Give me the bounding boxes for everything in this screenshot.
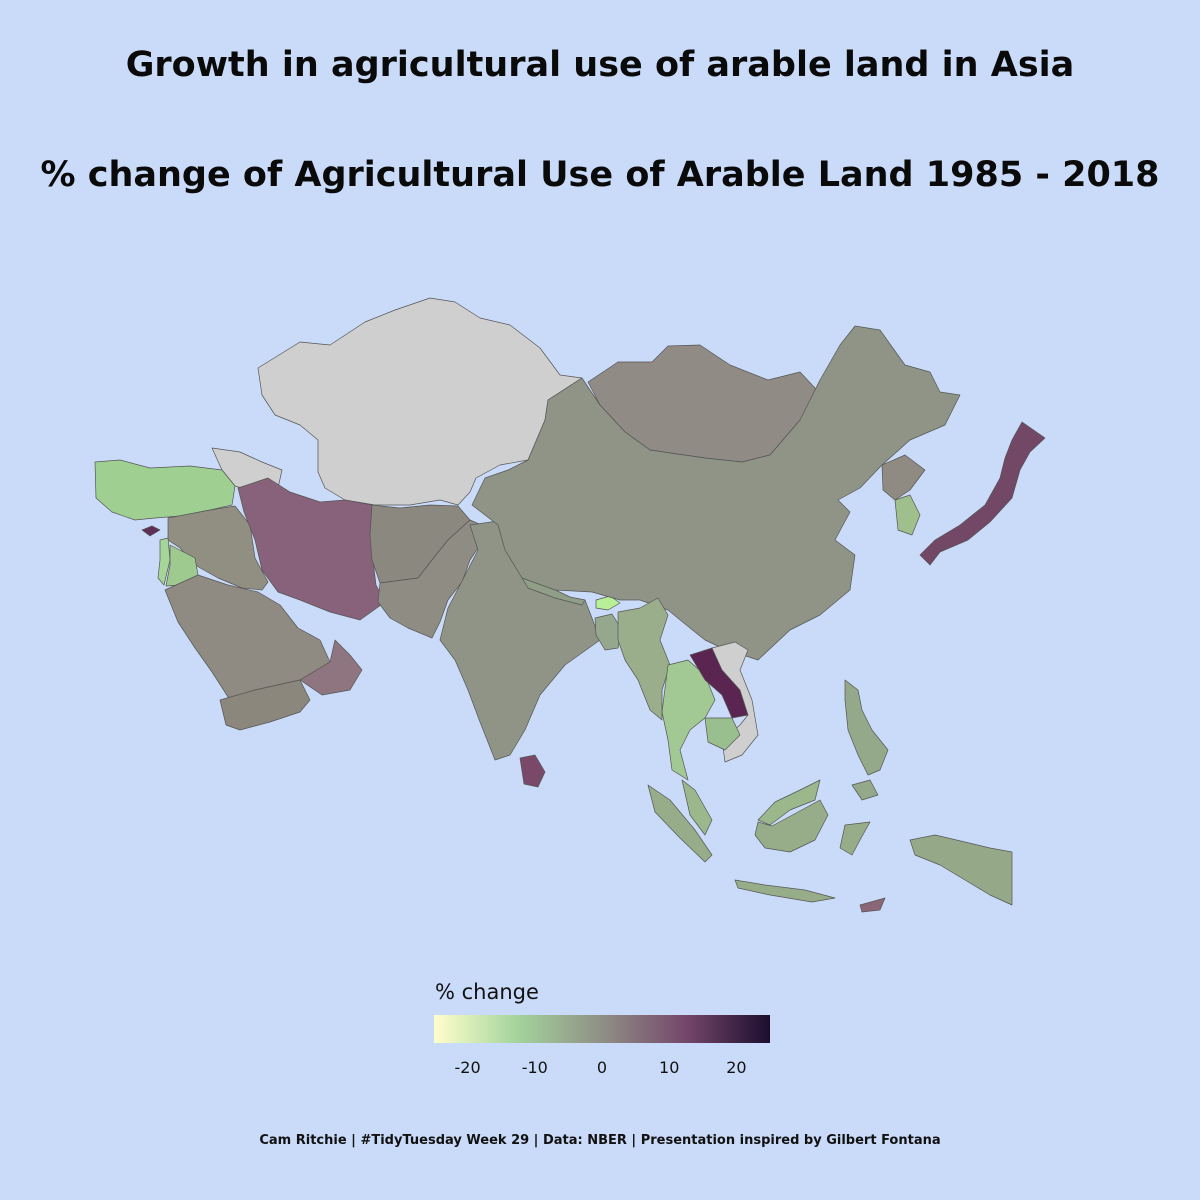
- region-indonesia: Indonesia: [647, 784, 871, 903]
- region-papua: Papua: [909, 834, 1013, 906]
- region-timor-leste: Timor-Leste: [859, 897, 886, 913]
- region-pakistan: Pakistan: [377, 519, 489, 639]
- legend-tick-label: 0: [596, 1058, 608, 1077]
- region-sri-lanka: Sri Lanka: [519, 754, 546, 788]
- region-myanmar: Myanmar: [617, 597, 671, 721]
- region-south-korea: South Korea: [894, 494, 921, 536]
- region-turkey: Turkey: [94, 459, 236, 521]
- region-kazakhstan-central-asia: Kazakhstan & Central Asia: [257, 297, 583, 506]
- region-oman: Oman: [299, 639, 363, 696]
- region-japan: Japan: [919, 421, 1046, 566]
- region-philippines: Philippines: [844, 679, 889, 801]
- region-malaysia: Malaysia: [681, 779, 821, 836]
- region-bangladesh: Bangladesh: [594, 613, 623, 651]
- chart-subtitle: % change of Agricultural Use of Arable L…: [40, 155, 1160, 195]
- region-israel-lebanon: Israel / Lebanon: [157, 537, 171, 586]
- region-syria-iraq: Syria / Iraq: [167, 505, 269, 591]
- region-north-korea: North Korea: [881, 454, 926, 501]
- legend-tick-label: -10: [521, 1058, 548, 1077]
- legend-tick-label: 20: [726, 1058, 747, 1077]
- region-cambodia: Cambodia: [704, 717, 741, 751]
- region-yemen: Yemen: [219, 679, 311, 731]
- caption: Cam Ritchie | #TidyTuesday Week 29 | Dat…: [259, 1133, 941, 1148]
- legend-color-bar: [434, 1015, 770, 1043]
- legend-tick-label: -20: [454, 1058, 481, 1077]
- chart-title: Growth in agricultural use of arable lan…: [125, 45, 1075, 85]
- legend-tick-label: 10: [659, 1058, 680, 1077]
- region-china: China: [471, 325, 961, 661]
- region-vietnam: Vietnam: [711, 641, 759, 763]
- legend-title: % change: [435, 980, 539, 1004]
- region-cyprus: Cyprus: [141, 525, 161, 537]
